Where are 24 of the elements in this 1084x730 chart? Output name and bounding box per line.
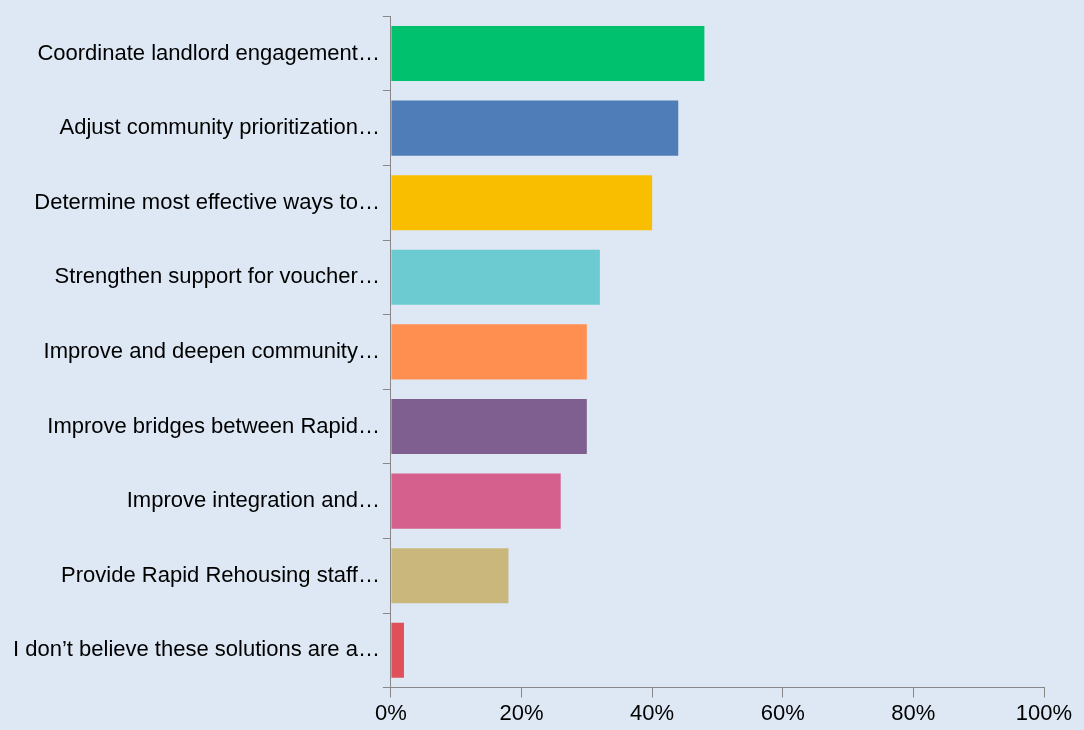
- bar: [391, 473, 561, 529]
- y-tick-label: Coordinate landlord engagement…: [37, 39, 380, 65]
- x-tick-label: 100%: [1015, 699, 1073, 725]
- bar: [391, 622, 404, 678]
- bar: [391, 548, 509, 604]
- x-tick-label: 60%: [760, 699, 805, 725]
- x-tick-label: 80%: [891, 699, 936, 725]
- y-tick-label: Determine most effective ways to…: [34, 188, 380, 214]
- bar: [391, 249, 600, 305]
- x-tick-label: 20%: [499, 699, 544, 725]
- y-tick-label: Adjust community prioritization…: [59, 114, 380, 140]
- y-tick-label: Provide Rapid Rehousing staff…: [61, 561, 380, 587]
- bar: [391, 100, 679, 156]
- bar: [391, 175, 653, 231]
- y-tick-label: I don’t believe these solutions are a…: [13, 636, 380, 662]
- y-tick-label: Improve integration and…: [126, 487, 380, 513]
- x-tick-label: 40%: [630, 699, 675, 725]
- bar: [391, 324, 587, 380]
- bar: [391, 25, 705, 82]
- y-tick-label: Strengthen support for voucher…: [54, 263, 380, 289]
- x-tick-label: 0%: [374, 699, 407, 725]
- y-tick-label: Improve bridges between Rapid…: [47, 412, 380, 438]
- bar: [391, 398, 587, 455]
- y-tick-label: Improve and deepen community…: [43, 337, 380, 363]
